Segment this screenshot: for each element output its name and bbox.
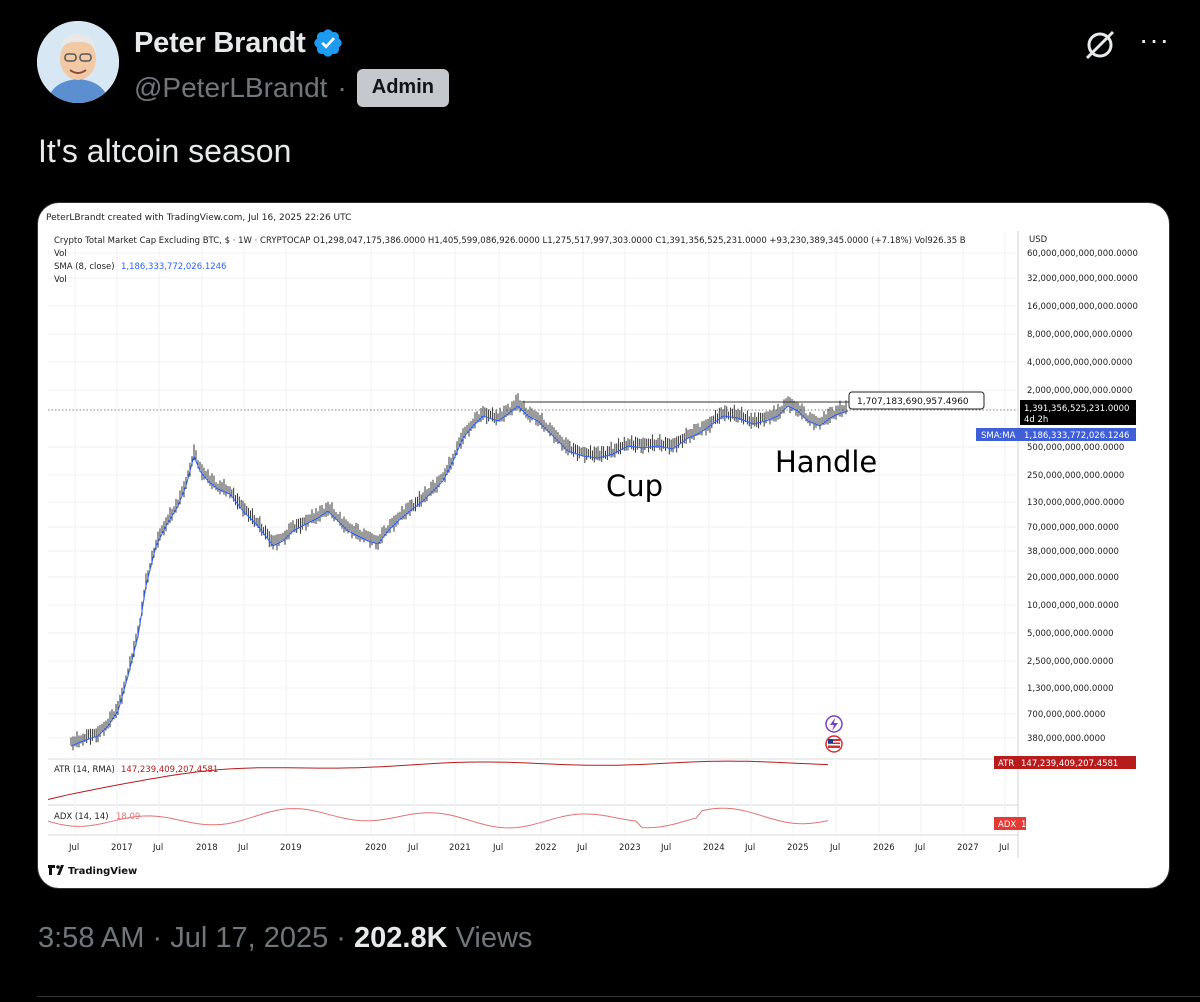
price-axis-label: 250,000,000,000.0000 <box>1027 471 1124 481</box>
price-axis-label: 38,000,000,000.0000 <box>1027 547 1119 557</box>
sma-tag-value: 1,186,333,772,026.1246 <box>1024 431 1129 441</box>
atr-line <box>47 760 829 800</box>
time-axis-label: 2019 <box>280 843 302 853</box>
last-price-tag <box>1020 400 1136 425</box>
time-axis-label: Jul <box>407 843 418 853</box>
time-axis-label: Jul <box>914 843 925 853</box>
time-axis-label: 2017 <box>111 843 133 853</box>
adx-line <box>47 807 829 829</box>
grok-slash-icon[interactable] <box>1083 28 1117 62</box>
time-axis-label: Jul <box>68 843 79 853</box>
time-axis-label: Jul <box>237 843 248 853</box>
price-axis-label: 700,000,000.0000 <box>1027 710 1105 720</box>
time-axis-label: 2020 <box>365 843 387 853</box>
sma-value: 1,186,333,772,026.1246 <box>121 262 226 272</box>
time-axis-label: 2023 <box>619 843 641 853</box>
time-axis-label: 2022 <box>535 843 557 853</box>
author-handle[interactable]: @PeterLBrandt <box>134 72 328 103</box>
verified-badge-icon[interactable] <box>312 27 344 59</box>
price-axis-label: 4,000,000,000,000.0000 <box>1027 358 1132 368</box>
time-axis-label: 2024 <box>703 843 725 853</box>
atr-tag-value: 147,239,409,207.4581 <box>1021 759 1118 769</box>
last-price-countdown: 4d 2h <box>1024 415 1048 425</box>
adx-value: 18.09 <box>116 812 140 822</box>
time-axis-label: Jul <box>829 843 840 853</box>
time-axis-label: 2025 <box>787 843 809 853</box>
handle-annotation: Handle <box>775 445 877 479</box>
last-price-value: 1,391,356,525,231.0000 <box>1024 404 1129 414</box>
atr-tag <box>994 756 1136 769</box>
author-name[interactable]: Peter Brandt <box>134 26 306 59</box>
time-axis-label: 2021 <box>449 843 471 853</box>
author-block: Peter Brandt @PeterLBrandt · Admin <box>134 24 449 107</box>
views-label: Views <box>455 922 533 954</box>
chart-symbol-line: Crypto Total Market Cap Excluding BTC, $… <box>54 236 966 246</box>
time-axis-label: Jul <box>744 843 755 853</box>
time-axis-label: Jul <box>660 843 671 853</box>
resistance-label-box <box>848 391 985 410</box>
price-axis-label: 500,000,000,000.0000 <box>1027 443 1124 453</box>
price-axis-label: 130,000,000,000.0000 <box>1027 498 1124 508</box>
price-axis-label: 20,000,000,000.0000 <box>1027 573 1119 583</box>
price-axis-label: 8,000,000,000,000.0000 <box>1027 330 1132 340</box>
price-axis-label: 380,000,000.0000 <box>1027 734 1105 744</box>
time-axis-label: 2018 <box>196 843 218 853</box>
time-axis-label: 2027 <box>957 843 979 853</box>
lightning-event-icon <box>825 715 843 733</box>
atr-name: ATR (14, RMA) <box>54 765 115 775</box>
cup-annotation: Cup <box>606 469 663 503</box>
price-axis-label: 2,500,000,000.0000 <box>1027 657 1114 667</box>
tradingview-logo-icon <box>48 865 64 875</box>
adx-name: ADX (14, 14) <box>54 812 109 822</box>
more-options-icon[interactable]: ··· <box>1139 24 1170 55</box>
tweet-actions: ··· <box>1083 24 1170 62</box>
separator-dot: · <box>337 72 347 103</box>
divider <box>37 996 1200 997</box>
chart-credit: PeterLBrandt created with TradingView.co… <box>46 213 351 223</box>
price-axis: 60,000,000,000,000.0000 32,000,000,000,00… <box>1027 249 1138 744</box>
price-axis-label: 10,000,000,000.0000 <box>1027 601 1119 611</box>
us-flag-event-icon <box>825 735 843 753</box>
chart-grid <box>48 231 1018 835</box>
time-axis-label: Jul <box>998 843 1009 853</box>
price-axis-label: 16,000,000,000,000.0000 <box>1027 302 1138 312</box>
chart-frame <box>43 208 1164 883</box>
meta-separator-2: · <box>336 922 346 954</box>
meta-separator: · <box>152 922 163 954</box>
currency-label: USD <box>1029 235 1048 245</box>
price-axis-label: 70,000,000,000.0000 <box>1027 523 1119 533</box>
tweet-media-chart[interactable]: PeterLBrandt created with TradingView.co… <box>37 202 1170 889</box>
time-axis: Jul 2017 Jul 2018 Jul 2019 2020 Jul 2021 Jul 2022 J… <box>68 843 1009 853</box>
time-axis-label: 2026 <box>873 843 895 853</box>
sma-tag <box>976 428 1136 441</box>
atr-tag-label: ATR <box>998 759 1014 769</box>
price-axis-label: 2,000,000,000,000.0000 <box>1027 386 1132 396</box>
cartoon-avatar-icon <box>37 21 119 103</box>
time-axis-label: Jul <box>576 843 587 853</box>
tweet-meta: 3:58 AM · Jul 17, 2025 · 202.8K Views <box>38 922 532 955</box>
atr-value: 147,239,409,207.4581 <box>121 765 218 775</box>
vol-label: Vol <box>54 249 67 259</box>
adx-tag-label: ADX <box>998 820 1016 830</box>
time-axis-label: Jul <box>152 843 163 853</box>
tweet-time[interactable]: 3:58 AM <box>38 922 145 954</box>
admin-badge[interactable]: Admin <box>356 69 449 107</box>
price-axis-label: 32,000,000,000,000.0000 <box>1027 274 1138 284</box>
sma-tag-label: SMA:MA <box>981 431 1016 441</box>
views-count: 202.8K <box>354 922 448 954</box>
adx-tag <box>994 817 1026 830</box>
price-axis-label: 1,300,000,000.0000 <box>1027 684 1114 694</box>
tradingview-logo-text: TradingView <box>68 866 137 877</box>
avatar[interactable] <box>37 21 119 103</box>
price-axis-label: 5,000,000,000.0000 <box>1027 629 1114 639</box>
price-axis-label: 60,000,000,000,000.0000 <box>1027 249 1138 259</box>
tweet-text: It's altcoin season <box>38 133 292 169</box>
resistance-label: 1,707,183,690,957.4960 <box>857 397 969 407</box>
sma-name: SMA (8, close) <box>54 262 115 272</box>
time-axis-label: Jul <box>492 843 503 853</box>
vol-label-2: Vol <box>54 275 67 285</box>
sma-line <box>70 405 849 747</box>
adx-tag-value: 18.09 <box>1021 820 1045 830</box>
tweet-date[interactable]: Jul 17, 2025 <box>170 922 329 954</box>
